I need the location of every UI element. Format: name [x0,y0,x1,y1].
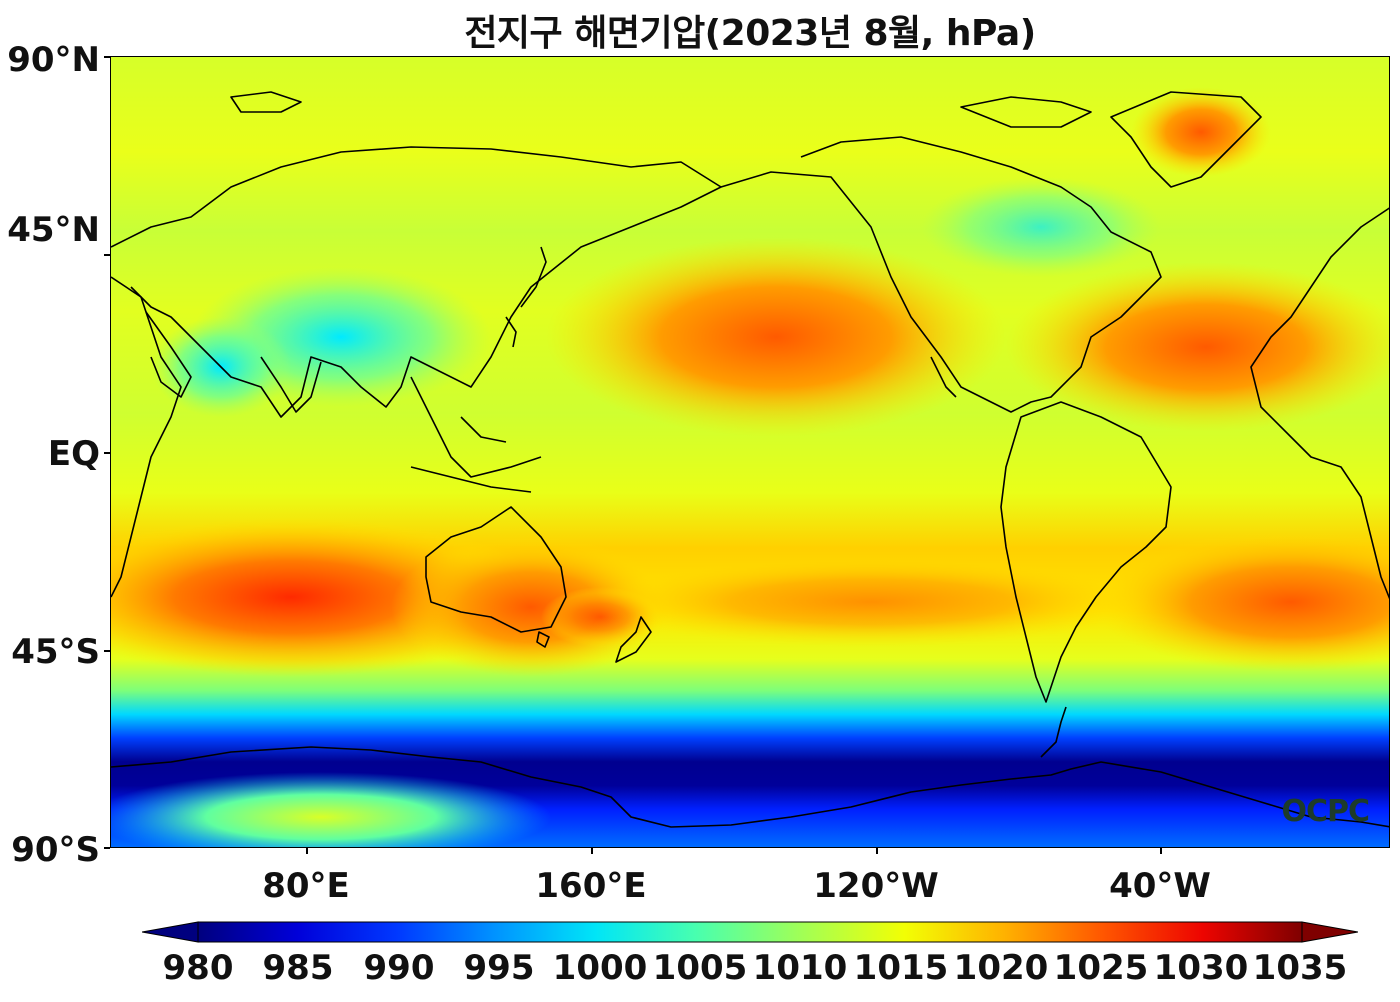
colorbar-label: 985 [262,948,334,988]
colorbar [141,918,1359,946]
x-tick [591,848,593,854]
colorbar-svg [141,921,1359,943]
background-field [111,57,1389,847]
pressure-map: OCPC [110,56,1390,848]
azores-high [1006,262,1389,432]
y-label-eq: EQ [47,434,100,474]
x-tick [876,848,878,854]
colorbar-label: 1035 [1252,948,1348,988]
north-pacific-high [546,237,1006,437]
x-label-120w: 120°W [813,866,939,906]
y-label-90n: 90°N [7,40,100,80]
y-label-90s: 90°S [11,830,100,870]
ocpc-logo: OCPC [1281,794,1370,829]
y-tick [104,847,110,849]
colorbar-min-arrow [141,921,199,943]
south-pacific-high [591,557,1151,647]
x-tick [1160,848,1162,854]
south-atlantic-high [1091,532,1389,672]
coastlines [111,91,1389,828]
x-label-160e: 160°E [535,866,647,906]
y-label-45s: 45°S [11,632,100,672]
colorbar-label: 1020 [953,948,1049,988]
colorbar-label: 990 [363,948,435,988]
map-field-svg [111,57,1389,847]
colorbar-label: 1025 [1053,948,1149,988]
colorbar-label: 980 [162,948,234,988]
canada-low [921,177,1161,277]
x-tick [306,848,308,854]
y-tick [104,254,110,256]
colorbar-max-arrow [1301,921,1359,943]
australia-core [541,587,661,647]
colorbar-label: 1000 [552,948,648,988]
colorbar-gradient [197,921,1303,943]
colorbar-label: 995 [463,948,535,988]
x-label-40w: 40°W [1109,866,1211,906]
antarctic-plateau [111,772,551,847]
y-tick [104,650,110,652]
map-title: 전지구 해면기압(2023년 8월, hPa) [464,13,1036,54]
colorbar-label: 1005 [652,948,748,988]
colorbar-label: 1030 [1153,948,1249,988]
colorbar-label: 1010 [752,948,848,988]
x-label-80e: 80°E [262,866,350,906]
y-tick [104,452,110,454]
greenland-high [1131,87,1271,177]
y-label-45n: 45°N [7,210,100,250]
colorbar-label: 1015 [853,948,949,988]
y-tick [104,56,110,58]
